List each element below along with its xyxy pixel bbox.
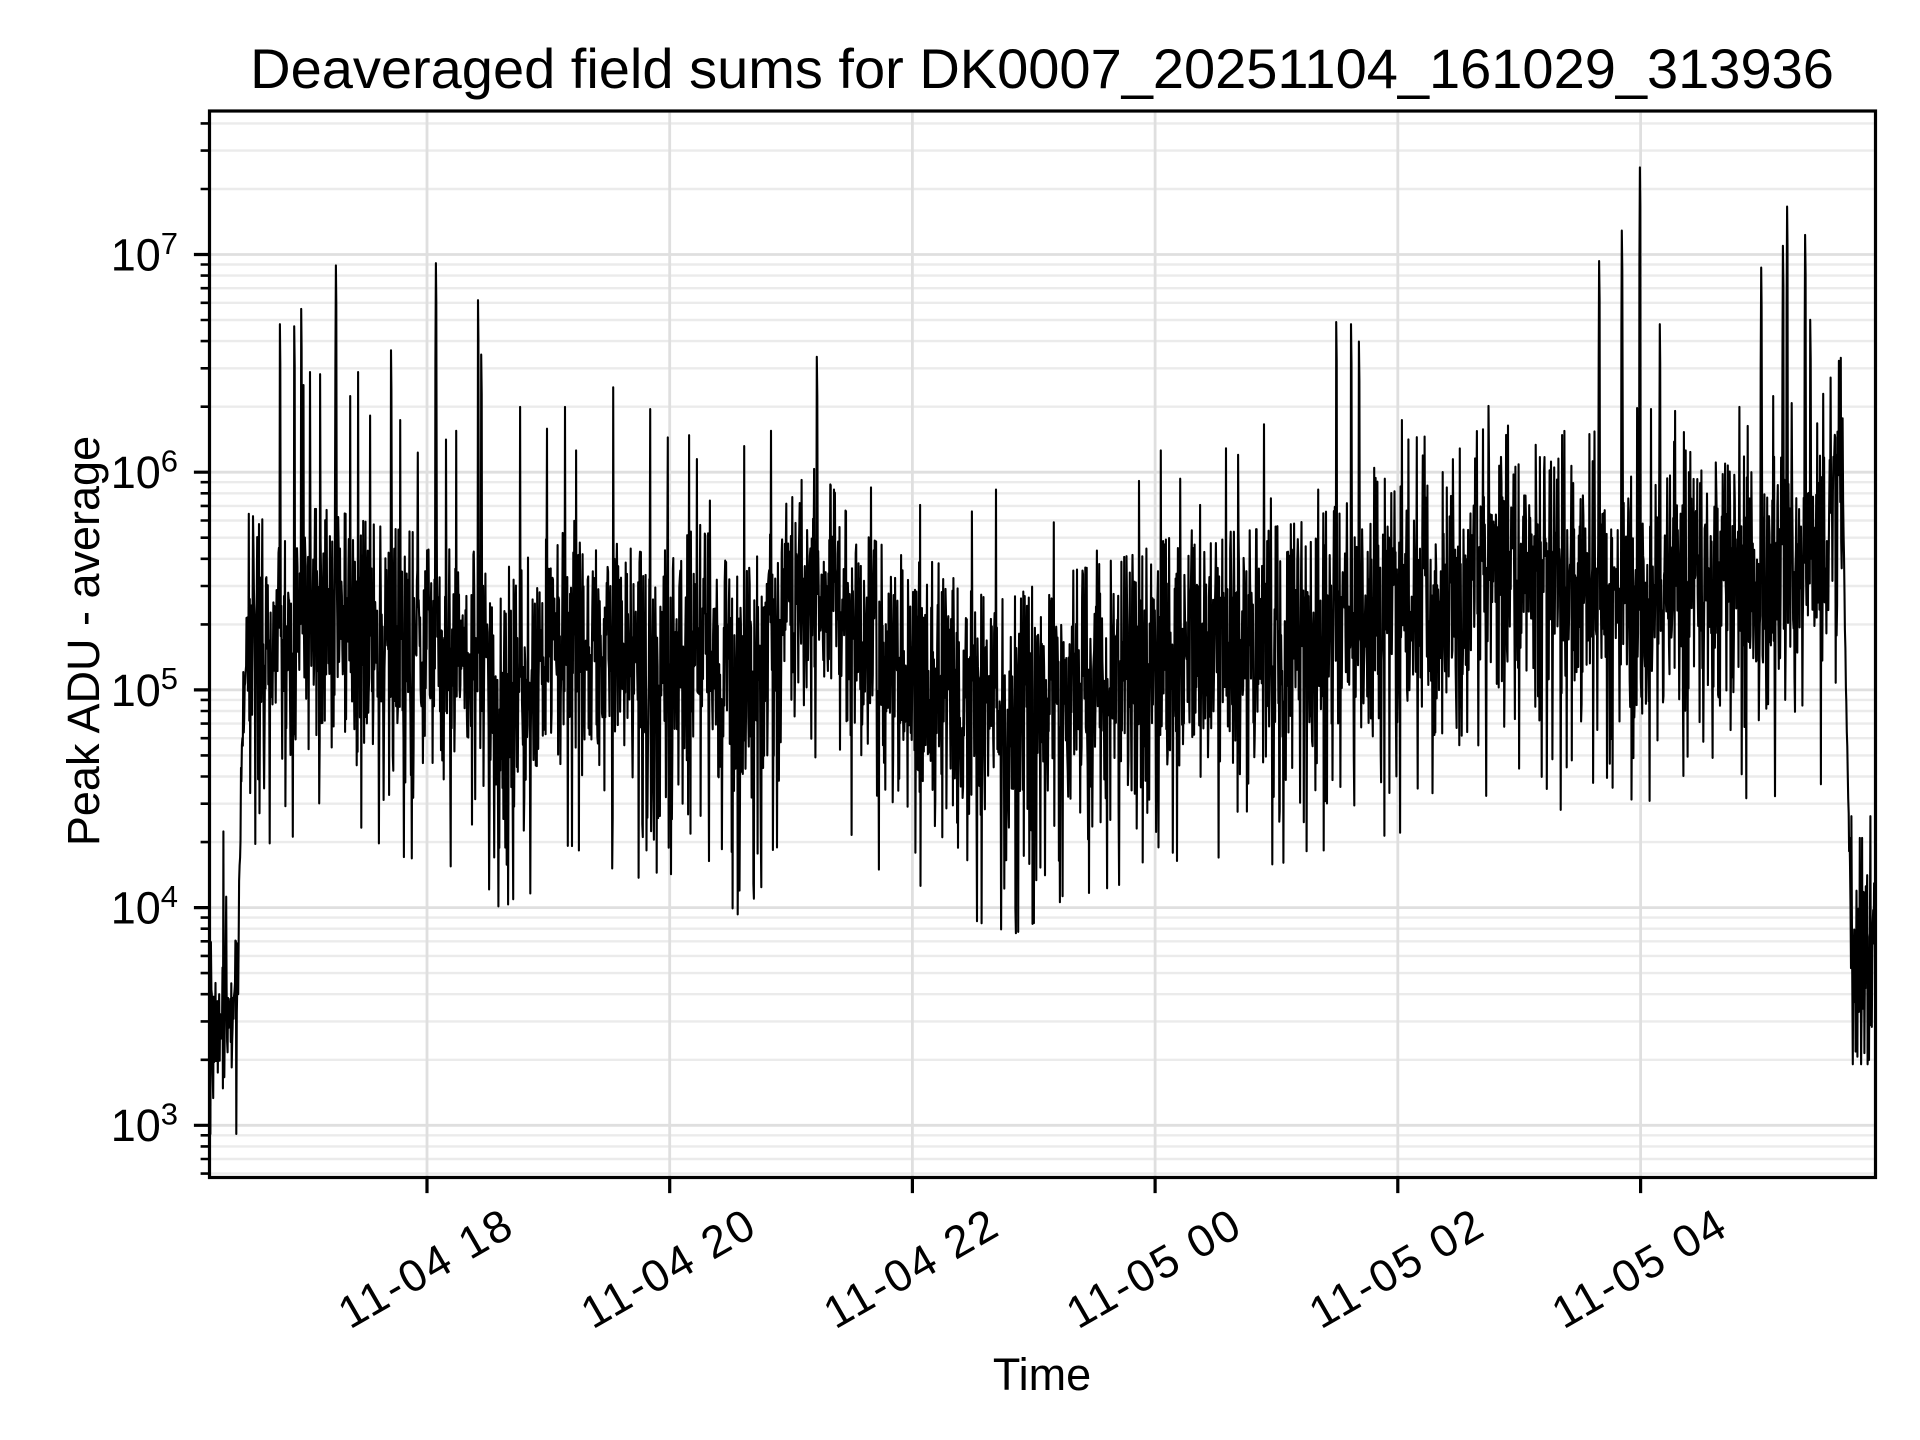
- svg-text:107: 107: [111, 226, 178, 281]
- svg-text:Peak ADU - average: Peak ADU - average: [58, 436, 109, 846]
- svg-text:103: 103: [111, 1097, 178, 1152]
- svg-text:Deaveraged field sums for DK00: Deaveraged field sums for DK0007_2025110…: [250, 37, 1834, 100]
- svg-text:Time: Time: [993, 1349, 1091, 1400]
